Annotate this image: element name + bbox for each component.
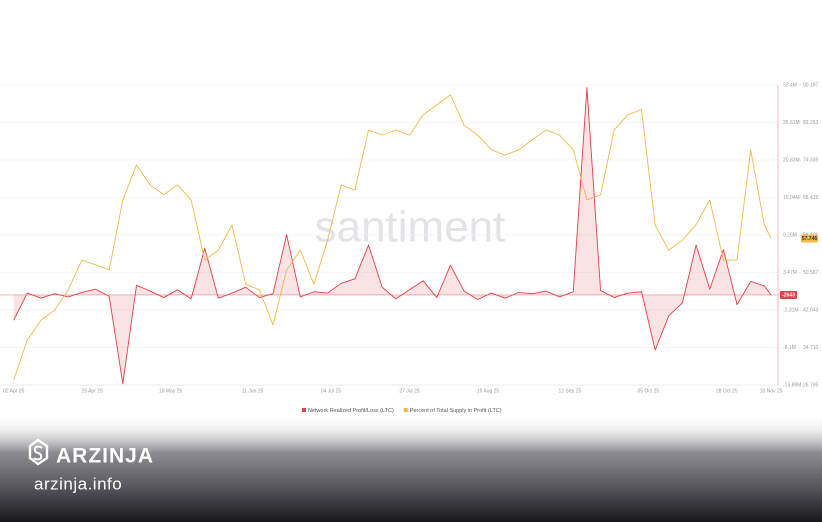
last-value-badge (780, 290, 797, 299)
legend-label: Percent of Total Supply in Profit (LTC) (410, 408, 502, 414)
y-tick-label: -2.31M (783, 307, 799, 313)
y2-tick-label: 42.643 (803, 307, 819, 313)
y-tick-label: 32.4M (783, 82, 797, 88)
y2-tick-label: 82.263 (803, 120, 819, 126)
x-tick-label: 11 Jun 25 (242, 388, 264, 394)
y-tick-label: 9.26M (783, 232, 797, 238)
y2-tick-label: 66.415 (803, 195, 819, 201)
x-tick-label: 19 Aug 25 (477, 388, 500, 394)
legend-swatch (302, 408, 306, 412)
x-tick-label: 18 May 25 (159, 388, 183, 394)
logo-icon (28, 438, 49, 466)
y-tick-label: 26.61M (783, 120, 800, 126)
brand-url: arzinja.info (34, 474, 122, 493)
y2-tick-label: 34.710 (803, 345, 819, 351)
y-tick-label: -13.89M (783, 382, 801, 388)
x-tick-label: 25 Apr 25 (81, 388, 103, 394)
brand-logo (28, 438, 49, 466)
y2-tick-label: 90.197 (803, 82, 819, 88)
y-tick-label: -8.1M (783, 345, 796, 351)
last-value-badge (801, 234, 818, 243)
x-tick-label: 05 Oct 25 (637, 388, 659, 394)
x-tick-label: 27 Jul 25 (399, 388, 420, 394)
y2-tick-label: 74.339 (803, 157, 819, 163)
x-tick-label: 28 Oct 25 (716, 388, 738, 394)
x-tick-label: 10 Nov 25 (760, 388, 783, 394)
y-tick-label: 15.04M (783, 195, 800, 201)
x-tick-label: 04 Jul 25 (321, 388, 342, 394)
legend-label: Network Realized Profit/Loss (LTC) (308, 408, 394, 414)
x-tick-label: 12 Sep 25 (558, 388, 581, 394)
y2-tick-label: 50.567 (803, 270, 819, 276)
logo-icon-s (33, 445, 43, 461)
y-tick-label: 20.83M (783, 157, 800, 163)
last-value-label: 57.746 (802, 236, 818, 242)
last-value-label: -2643 (782, 293, 795, 299)
series-line (13, 94, 772, 381)
plot-area: 32.4M 26.61M 20.83M 15.04M 9.26M 3.47M -2.31M -… (0, 82, 819, 414)
x-tick-label: 02 Apr 25 (3, 388, 25, 394)
series-line (13, 87, 772, 385)
y-tick-label: 3.47M (783, 270, 797, 276)
watermark: santiment (315, 203, 506, 252)
legend-swatch (403, 408, 408, 412)
brand-name: ARZINJA (56, 445, 154, 468)
y2-tick-label: 26.795 (803, 382, 819, 388)
footer-band (0, 415, 822, 522)
